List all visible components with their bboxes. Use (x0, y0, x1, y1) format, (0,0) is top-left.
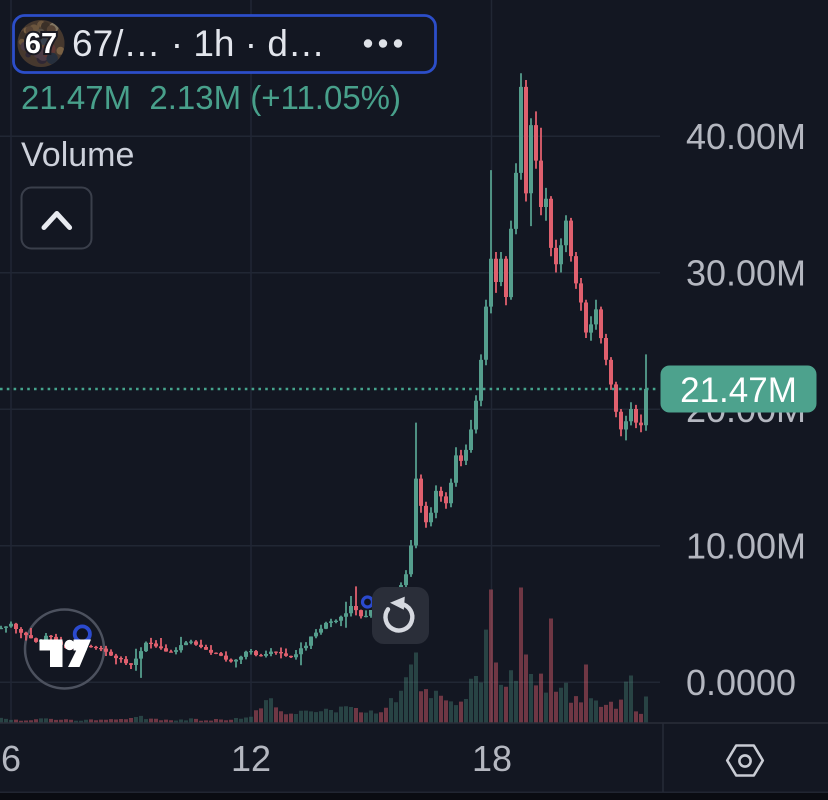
svg-text:10.00M: 10.00M (686, 526, 806, 567)
svg-text:21.47M: 21.47M (680, 371, 797, 410)
svg-text:0.0000: 0.0000 (686, 662, 796, 703)
svg-text:Volume: Volume (21, 136, 134, 174)
svg-text:67/… · 1h · d…: 67/… · 1h · d… (72, 23, 325, 64)
svg-text:21.47M 2.13M (+11.05%): 21.47M 2.13M (+11.05%) (21, 79, 401, 116)
svg-text:18: 18 (472, 738, 512, 779)
svg-text:30.00M: 30.00M (686, 253, 806, 294)
svg-text:6: 6 (1, 738, 21, 779)
svg-text:67: 67 (25, 28, 57, 60)
svg-text:12: 12 (231, 738, 271, 779)
svg-text:40.00M: 40.00M (686, 116, 806, 157)
